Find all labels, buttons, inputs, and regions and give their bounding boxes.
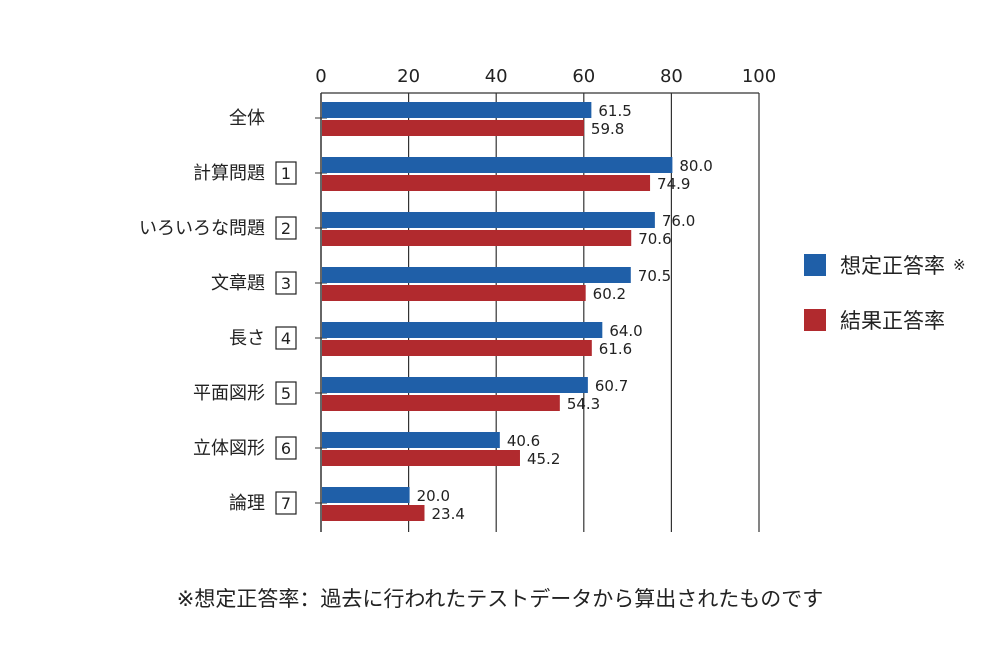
bar-chart: 0 20 40 60 80 100 全体 61.559.8 計算問題 1 80.074.9 いろいろな… (139, 66, 776, 532)
category-number: 5 (281, 384, 291, 403)
category-label: 全体 (229, 108, 265, 129)
category-number: 4 (281, 329, 291, 348)
x-tick-label: 100 (742, 66, 776, 87)
x-tick-label: 40 (485, 66, 508, 87)
bar-expected (322, 157, 673, 173)
value-label: 70.6 (638, 230, 671, 248)
bar-actual (322, 175, 651, 191)
value-label: 70.5 (638, 267, 671, 285)
legend: 想定正答率 ※ 結果正答率 (804, 250, 966, 360)
value-label: 74.9 (657, 175, 690, 193)
category-number-box (275, 436, 297, 460)
value-label: 60.7 (595, 377, 628, 395)
legend-label-expected: 想定正答率 (840, 254, 945, 278)
category-label: いろいろな問題 (139, 218, 265, 239)
category-label: 論理 (229, 493, 265, 514)
bar-expected (322, 322, 603, 338)
value-label: 60.2 (593, 285, 626, 303)
bar-actual (322, 450, 520, 466)
bar-expected (322, 487, 410, 503)
x-tick-label: 0 (315, 66, 326, 87)
category-number: 1 (281, 164, 291, 183)
category-number: 7 (281, 494, 291, 513)
value-label: 23.4 (431, 505, 464, 523)
bar-actual (322, 505, 425, 521)
category-number-box (275, 161, 297, 185)
footnote: ※想定正答率：過去に行われたテストデータから算出されたものです (176, 587, 824, 611)
value-label: 61.6 (599, 340, 632, 358)
category-number-box (275, 326, 297, 350)
x-tick-label: 20 (397, 66, 420, 87)
bar-expected (322, 377, 588, 393)
category-label: 文章題 (211, 273, 265, 294)
value-label: 45.2 (527, 450, 560, 468)
bar-actual (322, 340, 592, 356)
category-label: 立体図形 (193, 438, 265, 459)
bar-actual (322, 120, 584, 136)
bar-expected (322, 267, 631, 283)
category-number-box (275, 491, 297, 515)
category-label: 平面図形 (193, 383, 265, 404)
x-tick-label: 80 (660, 66, 683, 87)
value-label: 54.3 (567, 395, 600, 413)
bar-actual (322, 285, 586, 301)
legend-item-expected: 想定正答率 ※ (804, 250, 966, 280)
value-label: 80.0 (679, 157, 712, 175)
value-label: 20.0 (417, 487, 450, 505)
value-label: 76.0 (662, 212, 695, 230)
value-label: 64.0 (609, 322, 642, 340)
legend-note-expected: ※ (953, 256, 966, 274)
legend-swatch-actual (804, 309, 826, 331)
category-number-box (275, 381, 297, 405)
category-label: 計算問題 (193, 163, 265, 184)
bar-expected (322, 212, 655, 228)
value-label: 59.8 (591, 120, 624, 138)
legend-label-actual: 結果正答率 (840, 309, 945, 333)
bar-actual (322, 395, 560, 411)
category-number: 3 (281, 274, 291, 293)
legend-item-actual: 結果正答率 (804, 305, 966, 335)
value-label: 61.5 (598, 102, 631, 120)
x-tick-label: 60 (572, 66, 595, 87)
category-number: 2 (281, 219, 291, 238)
legend-swatch-expected (804, 254, 826, 276)
bar-expected (322, 102, 592, 118)
bar-expected (322, 432, 500, 448)
category-number-box (275, 271, 297, 295)
category-number: 6 (281, 439, 291, 458)
value-label: 40.6 (507, 432, 540, 450)
bar-actual (322, 230, 632, 246)
category-number-box (275, 216, 297, 240)
category-label: 長さ (229, 328, 265, 349)
